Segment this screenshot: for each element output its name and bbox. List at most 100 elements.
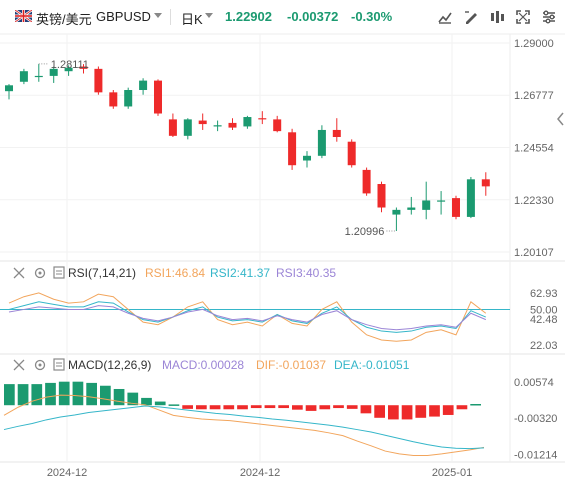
fullscreen-icon[interactable] xyxy=(514,8,532,26)
rsi-line-rsi1 xyxy=(8,292,487,342)
macd-histogram-bar xyxy=(58,381,70,406)
candlestick[interactable] xyxy=(303,151,311,168)
macd-histogram-bar xyxy=(401,405,413,420)
dif-legend: DIF:-0.01037 xyxy=(256,358,326,372)
macd-histogram-bar xyxy=(388,405,399,420)
rsi-axis-label: 50.00 xyxy=(530,304,558,316)
rsi-axis-label: 22.03 xyxy=(530,340,558,352)
macd-histogram-bar xyxy=(45,382,56,406)
macd-histogram-bar xyxy=(429,405,440,417)
macd-histogram-bar xyxy=(333,405,344,409)
last-price: 1.22902 xyxy=(225,9,272,24)
candlestick[interactable] xyxy=(34,63,43,82)
price-axis-label: 1.26777 xyxy=(514,90,554,102)
candlestick[interactable] xyxy=(124,87,133,109)
candlestick[interactable] xyxy=(317,125,326,159)
candlestick[interactable] xyxy=(377,181,386,213)
candlestick[interactable] xyxy=(5,84,13,100)
candlestick[interactable] xyxy=(94,66,103,95)
collapse-icon[interactable] xyxy=(13,359,25,371)
candlestick[interactable] xyxy=(109,90,118,109)
pair-name[interactable]: 英镑/美元 xyxy=(36,12,92,27)
candlestick[interactable] xyxy=(332,118,341,142)
chevron-down-icon[interactable] xyxy=(154,13,162,18)
candlestick[interactable] xyxy=(19,68,28,85)
candlestick[interactable] xyxy=(243,115,252,129)
rsi-line-rsi2 xyxy=(8,301,486,333)
macd-header: MACD(12,26,9) MACD:0.00028 DIF:-0.01037 … xyxy=(13,358,410,372)
macd-histogram-bar xyxy=(168,404,180,406)
macd-histogram-bar xyxy=(113,388,125,406)
scroll-left-icon[interactable] xyxy=(556,112,565,126)
rsi-axis-label: 62.93 xyxy=(530,288,558,300)
indicator-icon[interactable] xyxy=(488,8,506,26)
candlestick[interactable] xyxy=(288,128,297,170)
macd-histogram-bar xyxy=(182,405,193,409)
gear-icon[interactable] xyxy=(34,359,46,371)
macd-histogram-bar xyxy=(4,384,15,406)
candlestick[interactable] xyxy=(452,195,460,220)
candlestick[interactable] xyxy=(79,64,88,74)
macd-histogram-bar xyxy=(346,405,358,409)
price-axis-label: 1.29000 xyxy=(514,38,554,50)
macd-histogram-bar xyxy=(196,405,207,410)
candlestick[interactable] xyxy=(481,172,490,196)
candlestick[interactable] xyxy=(183,118,192,140)
macd-histogram-bar xyxy=(442,405,454,415)
macd-histogram-bar xyxy=(305,405,317,411)
price-change: -0.00372 xyxy=(287,9,339,24)
macd-histogram-bar xyxy=(86,382,97,406)
settings-icon[interactable] xyxy=(540,8,558,26)
gear-icon[interactable] xyxy=(34,267,46,279)
candlestick[interactable] xyxy=(422,181,431,220)
macd-histogram-bar xyxy=(250,405,262,409)
pair-code[interactable]: GBPUSD xyxy=(96,9,151,24)
macd-histogram-bar xyxy=(223,405,235,410)
menu-icon[interactable] xyxy=(53,358,65,371)
candlestick[interactable] xyxy=(64,65,73,76)
candlestick[interactable] xyxy=(49,66,58,83)
candlestick[interactable] xyxy=(139,78,148,95)
period-selector[interactable]: 日K xyxy=(181,12,203,27)
macd-histogram-bar xyxy=(374,405,385,418)
macd-histogram-bar xyxy=(141,397,152,406)
draw-tool-icon[interactable] xyxy=(462,8,480,26)
rsi-axis-label: 42.48 xyxy=(530,314,558,326)
candlestick[interactable] xyxy=(213,120,222,132)
candlestick[interactable] xyxy=(273,115,282,133)
candlestick[interactable] xyxy=(347,139,356,168)
macd-histogram-bar xyxy=(278,405,289,409)
macd-legend: MACD:0.00028 xyxy=(162,358,244,372)
candlestick[interactable] xyxy=(362,167,371,196)
menu-icon[interactable] xyxy=(53,266,65,279)
macd-histogram-bar xyxy=(31,384,43,406)
quote-toolbar: 英镑/美元 GBPUSD 日K 1.22902 -0.00372 -0.30% xyxy=(0,0,565,34)
macd-histogram-bar xyxy=(100,385,111,406)
collapse-icon[interactable] xyxy=(13,267,25,279)
dif-line xyxy=(3,394,485,457)
uk-flag-icon xyxy=(14,9,33,23)
rsi3-legend: RSI3:40.35 xyxy=(276,266,336,280)
macd-histogram-bar xyxy=(237,405,248,410)
candlestick[interactable] xyxy=(466,176,475,219)
chevron-down-icon[interactable] xyxy=(205,13,213,18)
chart-style-icon[interactable] xyxy=(436,8,454,26)
candlestick[interactable] xyxy=(437,191,446,215)
dea-line xyxy=(3,405,485,450)
x-tick-label: 2024-12 xyxy=(240,467,280,479)
price-change-percent: -0.30% xyxy=(351,9,393,24)
macd-axis-label: 0.00574 xyxy=(514,377,554,389)
candlestick[interactable] xyxy=(407,196,416,215)
macd-axis-label: -0.00320 xyxy=(514,413,557,425)
candlestick[interactable] xyxy=(154,79,162,116)
candlestick[interactable] xyxy=(392,207,401,232)
macd-histogram-bar xyxy=(154,401,166,406)
candlestick[interactable] xyxy=(258,111,267,125)
macd-axis-label: -0.01214 xyxy=(514,449,557,461)
macd-histogram-bar xyxy=(209,405,221,410)
price-axis-label: 1.22330 xyxy=(514,195,554,207)
candlestick[interactable] xyxy=(168,113,177,138)
candlestick[interactable] xyxy=(198,113,207,130)
candlestick[interactable] xyxy=(228,118,237,130)
